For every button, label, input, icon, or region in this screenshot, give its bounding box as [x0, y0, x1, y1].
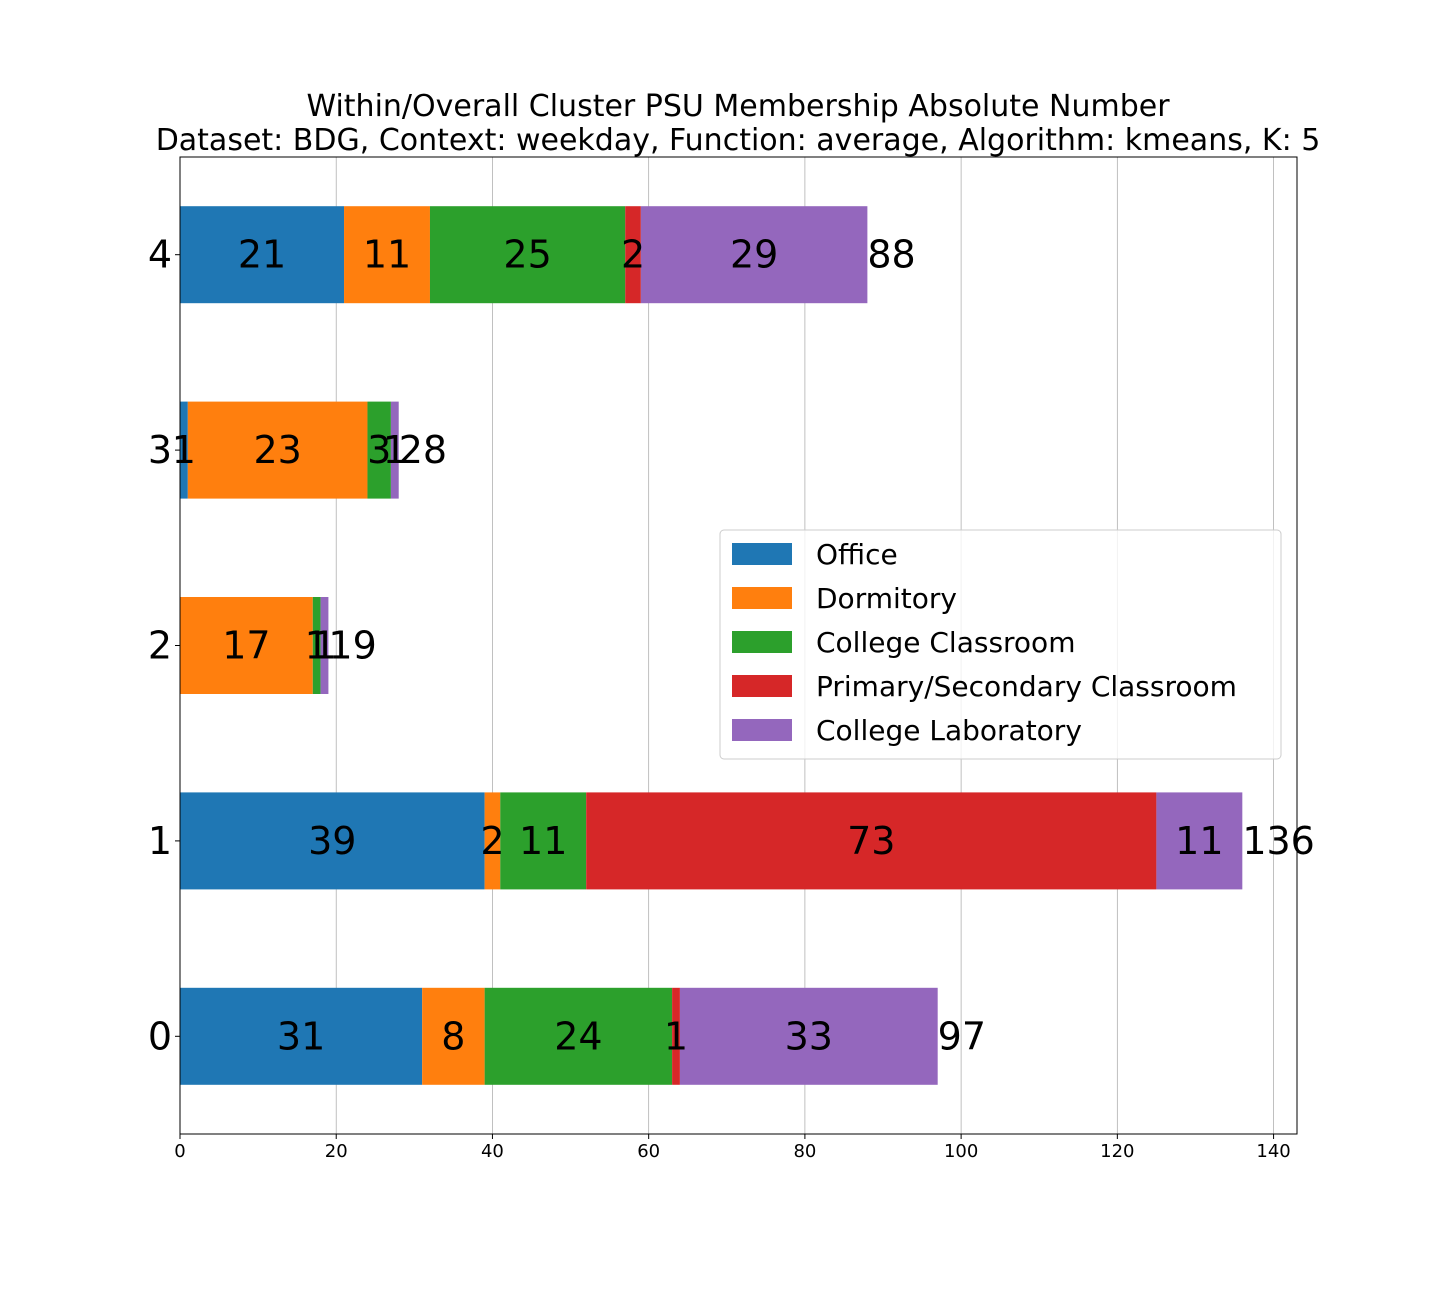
bar-segment [679, 987, 938, 1085]
x-tick-label: 20 [325, 1141, 348, 1162]
bar-segment-label: 11 [363, 233, 411, 277]
bar-segment [367, 401, 391, 499]
legend-label: College Laboratory [816, 714, 1082, 747]
y-tick-label: 3 [148, 428, 172, 472]
bar-segment [312, 597, 321, 694]
legend-label: Dormitory [816, 582, 957, 615]
bar-segment [422, 987, 485, 1085]
bar-segment-label: 31 [277, 1014, 325, 1058]
x-tick-label: 120 [1100, 1141, 1134, 1162]
legend-swatch [732, 587, 792, 609]
bar-segment-label: 24 [554, 1014, 602, 1058]
bar-segment-label: 11 [1175, 819, 1223, 863]
bar-segment [429, 206, 626, 304]
legend-swatch [732, 631, 792, 653]
x-tick-label: 60 [637, 1141, 660, 1162]
bar-segment-label: 2 [621, 233, 645, 277]
bar-segment [180, 987, 423, 1085]
bar-segment-label: 3 [367, 428, 391, 472]
chart-subtitle: Dataset: BDG, Context: weekday, Function… [156, 123, 1321, 158]
y-tick-label: 0 [148, 1014, 172, 1058]
bar-segment-label: 1 [312, 624, 336, 668]
legend: Office Dormitory College Classroom Primary/… [719, 529, 1282, 760]
bar-segment [672, 987, 680, 1085]
bar-segment [1156, 792, 1243, 890]
bar-segment [390, 401, 399, 499]
legend-box [719, 529, 1282, 760]
y-tick-label: 2 [148, 624, 172, 668]
bar-segment [180, 792, 485, 890]
bar-segment-label: 73 [847, 819, 895, 863]
bar-segment-label: 29 [730, 233, 778, 277]
x-tick-label: 140 [1256, 1141, 1290, 1162]
bar-segment [180, 206, 345, 304]
bar-segment [586, 792, 1157, 890]
bar-segment [625, 206, 641, 304]
bar-segment-label: 1 [305, 624, 329, 668]
bar-segment-label: 2 [480, 819, 504, 863]
bar-segment-label: 17 [222, 624, 270, 668]
bar-segment-label: 21 [238, 233, 286, 277]
legend-label: Primary/Secondary Classroom [816, 670, 1237, 703]
bar-segment [344, 206, 430, 304]
bar-total-label: 19 [328, 624, 376, 668]
legend-swatch [732, 675, 792, 697]
bar-segment [180, 401, 188, 499]
x-tick-label: 80 [793, 1141, 816, 1162]
bar-segment-label: 8 [441, 1014, 465, 1058]
bar-segment [484, 987, 673, 1085]
bar-segment [180, 597, 313, 694]
bar-segment-label: 1 [664, 1014, 688, 1058]
bar-total-label: 28 [399, 428, 447, 472]
bar-segment-label: 33 [785, 1014, 833, 1058]
bar-segment-label: 1 [383, 428, 407, 472]
bar-segment [484, 792, 501, 890]
bar-segment [320, 597, 329, 694]
bar-segment [500, 792, 587, 890]
bar-segment-label: 39 [308, 819, 356, 863]
bar-segment [640, 206, 868, 304]
x-tick-label: 100 [944, 1141, 978, 1162]
y-tick-label: 4 [148, 233, 172, 277]
legend-label: College Classroom [816, 626, 1075, 659]
y-tick-label: 1 [148, 819, 172, 863]
bar-segment-label: 25 [503, 233, 551, 277]
bars [180, 206, 1243, 1085]
bar-segment-label: 11 [519, 819, 567, 863]
x-tick-label: 40 [481, 1141, 504, 1162]
x-tick-label: 0 [174, 1141, 185, 1162]
bar-total-label: 88 [867, 233, 915, 277]
legend-swatch [732, 719, 792, 741]
bar-segment [187, 401, 368, 499]
bar-segment-label: 23 [253, 428, 301, 472]
legend-label: Office [816, 538, 898, 571]
bar-total-label: 136 [1242, 819, 1315, 863]
bar-total-label: 97 [938, 1014, 986, 1058]
chart-title: Within/Overall Cluster PSU Membership Ab… [306, 89, 1170, 124]
legend-swatch [732, 543, 792, 565]
